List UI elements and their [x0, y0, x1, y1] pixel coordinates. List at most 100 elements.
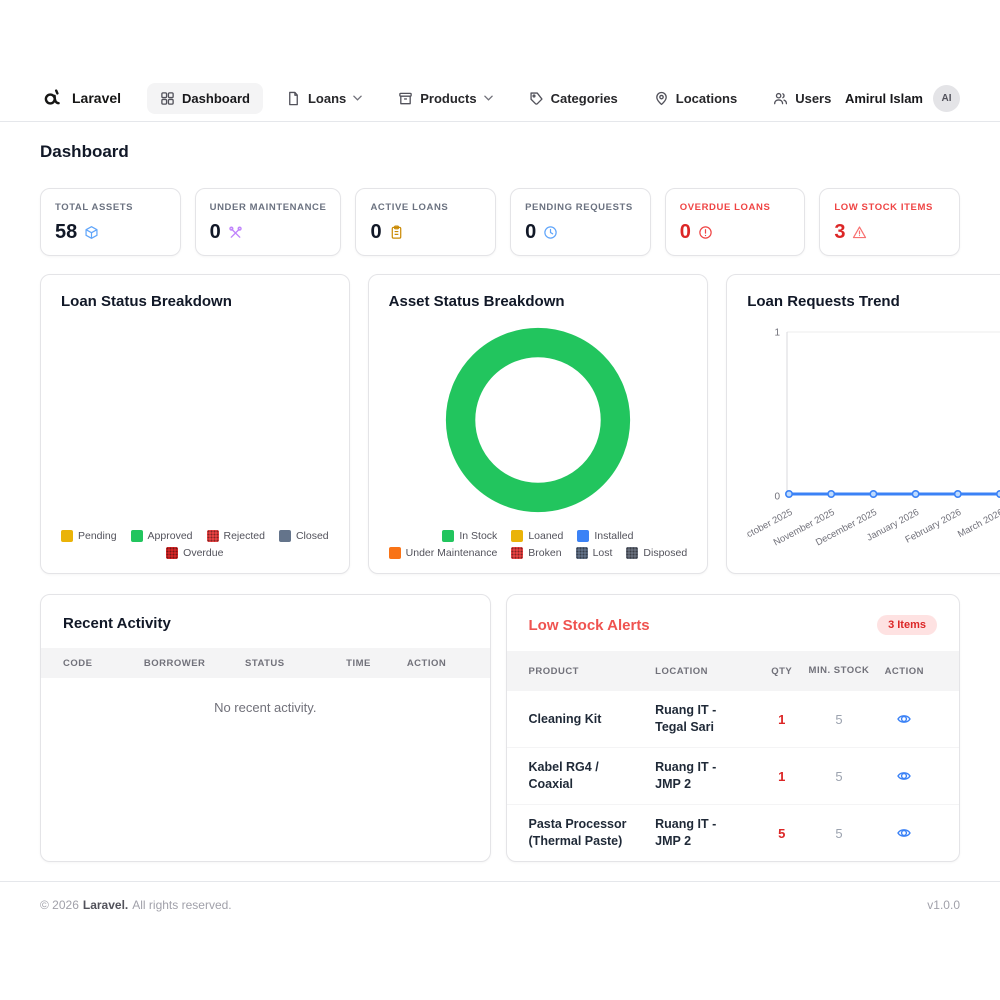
stat-value: 0	[370, 221, 382, 243]
stat-card-under-maintenance: UNDER MAINTENANCE 0	[194, 188, 342, 256]
legend-item[interactable]: Lost	[575, 547, 612, 559]
chevron-down-icon	[483, 95, 493, 101]
brand-name: Laravel	[72, 90, 122, 106]
stat-label: UNDER MAINTENANCE	[209, 202, 327, 213]
asset-status-donut	[389, 310, 688, 530]
stat-value: 3	[834, 221, 846, 243]
items-count-badge: 3 Items	[877, 615, 937, 635]
legend-swatch	[511, 547, 524, 559]
stat-label: PENDING REQUESTS	[525, 202, 633, 213]
footer-brand: Laravel.	[82, 898, 129, 912]
nav-item-categories[interactable]: Categories	[516, 83, 631, 114]
stat-card-active-loans: ACTIVE LOANS 0	[355, 188, 497, 256]
legend-item[interactable]: Closed	[278, 530, 329, 542]
alert-triangle-icon	[852, 225, 867, 240]
line-chart[interactable]: 1 0 October 2025 November 2025 December …	[747, 318, 1000, 558]
asset-status-chart-card: Asset Status Breakdown In Stock Loaned I…	[367, 274, 709, 574]
min-stock-cell: 5	[835, 768, 843, 784]
version-label: v1.0.0	[927, 898, 960, 912]
legend-item[interactable]: Overdue	[166, 547, 223, 559]
legend-item[interactable]: Broken	[511, 547, 562, 559]
table-row: Cleaning Kit Ruang IT - Tegal Sari 1 5	[506, 691, 959, 748]
users-icon	[773, 91, 788, 106]
nav-item-dashboard[interactable]: Dashboard	[147, 82, 263, 114]
nav-item-products[interactable]: Products	[385, 83, 505, 114]
low-stock-header: PRODUCT LOCATION QTY MIN. STOCK ACTION	[506, 651, 959, 691]
nav-label: Products	[420, 90, 477, 106]
user-menu[interactable]: Amirul Islam AI	[844, 84, 960, 112]
nav-item-locations[interactable]: Locations	[641, 83, 750, 114]
legend-swatch	[130, 530, 143, 542]
nav-label: Users	[795, 90, 832, 106]
donut-chart[interactable]	[440, 322, 636, 518]
stat-value: 0	[679, 221, 691, 243]
grid-icon	[160, 91, 175, 106]
nav-menu: Dashboard Loans Products	[147, 82, 844, 114]
product-cell: Kabel RG4 / Coaxial	[528, 760, 599, 791]
legend-swatch	[278, 530, 291, 542]
legend-item[interactable]: Approved	[130, 530, 193, 542]
legend-item[interactable]: Pending	[61, 530, 117, 542]
eye-icon[interactable]	[893, 823, 915, 843]
top-whitespace	[0, 0, 1000, 75]
nav-item-users[interactable]: Users	[760, 83, 844, 114]
legend-item[interactable]: Loaned	[511, 530, 563, 542]
stat-label: LOW STOCK ITEMS	[834, 202, 933, 213]
user-name: Amirul Islam	[844, 90, 923, 106]
eye-icon[interactable]	[893, 766, 915, 786]
qty-cell: 5	[778, 825, 786, 841]
map-pin-icon	[654, 91, 669, 106]
page-title: Dashboard	[40, 142, 129, 161]
loan-trend-chart-card: Loan Requests Trend 1 0 October 2025 Nov…	[726, 274, 1000, 574]
laravel-logo-icon	[40, 86, 64, 110]
legend-swatch	[511, 530, 524, 542]
low-stock-title: Low Stock Alerts	[528, 616, 650, 634]
main-content: Dashboard TOTAL ASSETS 58 UNDER MAINTENA…	[0, 122, 1000, 862]
stat-card-total-assets: TOTAL ASSETS 58	[40, 188, 181, 256]
stat-label: ACTIVE LOANS	[370, 202, 449, 213]
tables-row: Recent Activity CODE BORROWER STATUS TIM…	[40, 594, 960, 862]
min-stock-cell: 5	[835, 825, 843, 841]
chart-title: Asset Status Breakdown	[388, 293, 565, 310]
stats-row: TOTAL ASSETS 58 UNDER MAINTENANCE 0	[40, 188, 960, 256]
stat-label: OVERDUE LOANS	[679, 202, 771, 213]
legend-item[interactable]: In Stock	[442, 530, 497, 542]
eye-icon[interactable]	[893, 709, 915, 729]
top-nav: Laravel Dashboard Loans	[0, 75, 1000, 122]
location-cell: Ruang IT - Tegal Sari	[655, 703, 717, 734]
empty-state-message: No recent activity.	[214, 700, 317, 715]
loan-status-chart-card: Loan Status Breakdown Pending Approved R…	[40, 274, 350, 574]
nav-label: Dashboard	[182, 90, 250, 106]
qty-cell: 1	[778, 711, 786, 727]
svg-text:0: 0	[775, 492, 781, 503]
recent-activity-title: Recent Activity	[63, 615, 171, 632]
chart-title: Loan Status Breakdown	[61, 293, 232, 310]
nav-item-loans[interactable]: Loans	[273, 83, 375, 114]
legend-swatch	[575, 547, 588, 559]
clipboard-icon	[389, 225, 404, 240]
legend-item[interactable]: Under Maintenance	[388, 547, 497, 559]
legend-item[interactable]: Disposed	[626, 547, 687, 559]
svg-text:March 2026: March 2026	[956, 507, 1000, 540]
copyright: © 2026 Laravel. All rights reserved.	[40, 898, 232, 912]
stat-label: TOTAL ASSETS	[55, 202, 134, 213]
qty-cell: 1	[778, 768, 786, 784]
product-cell: Pasta Processor (Thermal Paste)	[528, 817, 627, 848]
loan-status-chart-area	[61, 310, 329, 530]
legend-item[interactable]: Rejected	[206, 530, 265, 542]
chart-title: Loan Requests Trend	[747, 293, 900, 310]
avatar[interactable]: AI	[933, 84, 960, 112]
brand[interactable]: Laravel	[40, 86, 121, 110]
legend-swatch	[577, 530, 590, 542]
tag-icon	[529, 91, 544, 106]
table-row: Kabel RG4 / Coaxial Ruang IT - JMP 2 1 5	[506, 748, 959, 805]
box-icon	[398, 91, 413, 106]
svg-text:1: 1	[775, 328, 781, 339]
legend-item[interactable]: Installed	[577, 530, 633, 542]
legend-swatch	[61, 530, 73, 542]
trend-chart-area: 1 0 October 2025 November 2025 December …	[747, 310, 1000, 559]
legend-swatch	[626, 547, 639, 559]
footer: © 2026 Laravel. All rights reserved. v1.…	[0, 881, 1000, 912]
clock-icon	[543, 225, 558, 240]
document-icon	[286, 91, 301, 106]
